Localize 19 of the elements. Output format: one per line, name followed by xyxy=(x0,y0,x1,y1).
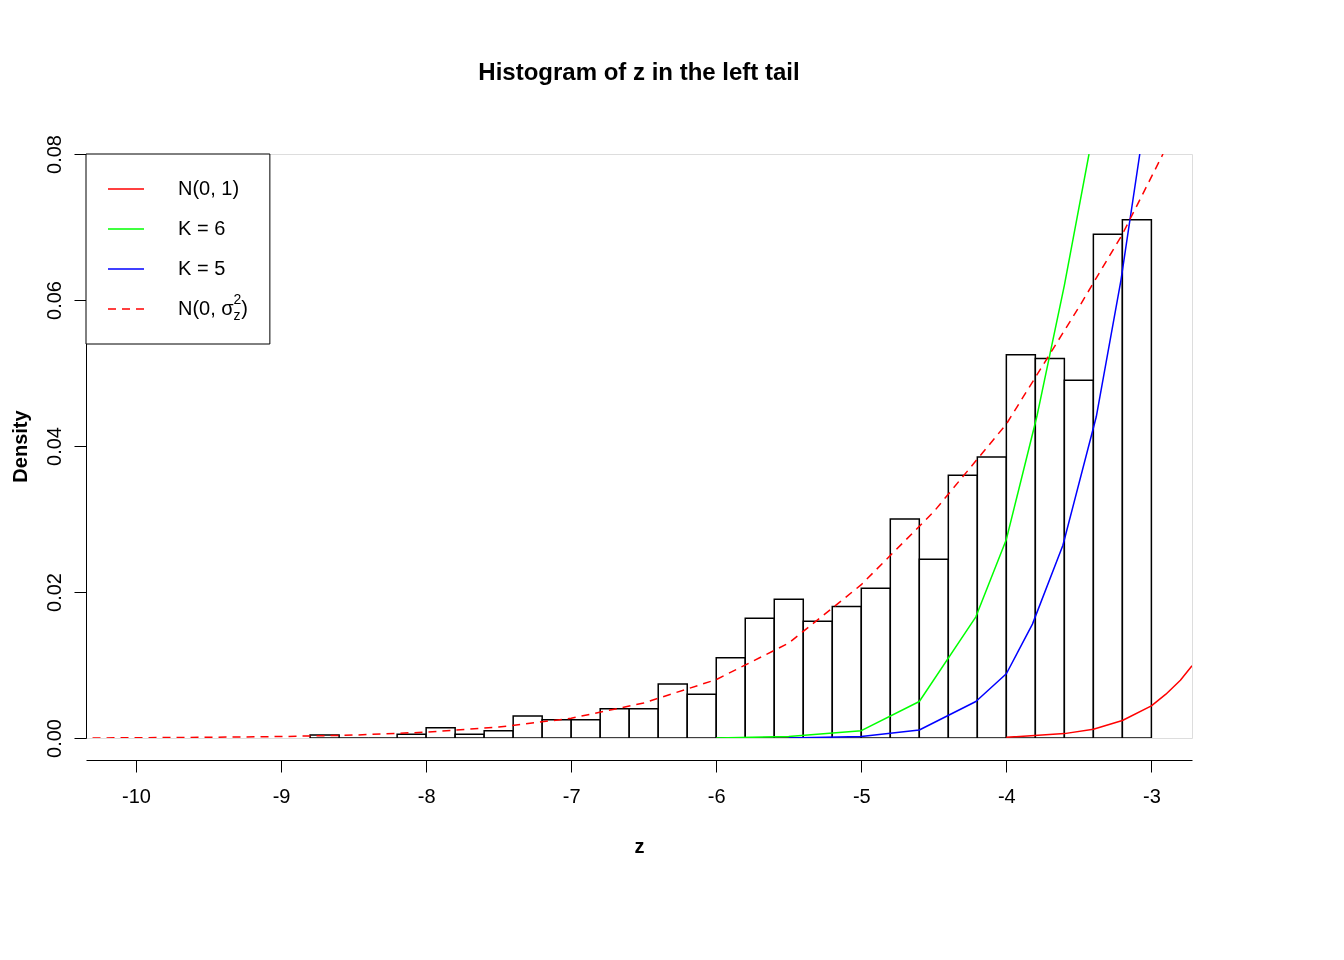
y-tick-label: 0.00 xyxy=(42,719,65,758)
legend-label: K = 5 xyxy=(178,257,226,279)
y-tick-label: 0.08 xyxy=(42,135,65,174)
y-tick-label: 0.04 xyxy=(42,427,65,466)
x-tick-label: -10 xyxy=(122,784,151,807)
x-tick-label: -4 xyxy=(997,784,1016,807)
legend-label: K = 6 xyxy=(178,217,226,239)
y-tick-label: 0.02 xyxy=(42,573,65,612)
x-tick-label: -5 xyxy=(852,784,871,807)
legend-label: N(0, 1) xyxy=(178,177,240,199)
x-tick-label: -7 xyxy=(562,784,581,807)
y-tick-label: 0.06 xyxy=(42,281,65,320)
y-axis-title: Density xyxy=(8,409,31,483)
chart-title: Histogram of z in the left tail xyxy=(478,57,800,85)
x-tick-label: -8 xyxy=(417,784,436,807)
x-tick-label: -3 xyxy=(1142,784,1161,807)
x-tick-label: -6 xyxy=(707,784,726,807)
x-axis-title: z xyxy=(634,834,645,857)
x-tick-label: -9 xyxy=(272,784,291,807)
